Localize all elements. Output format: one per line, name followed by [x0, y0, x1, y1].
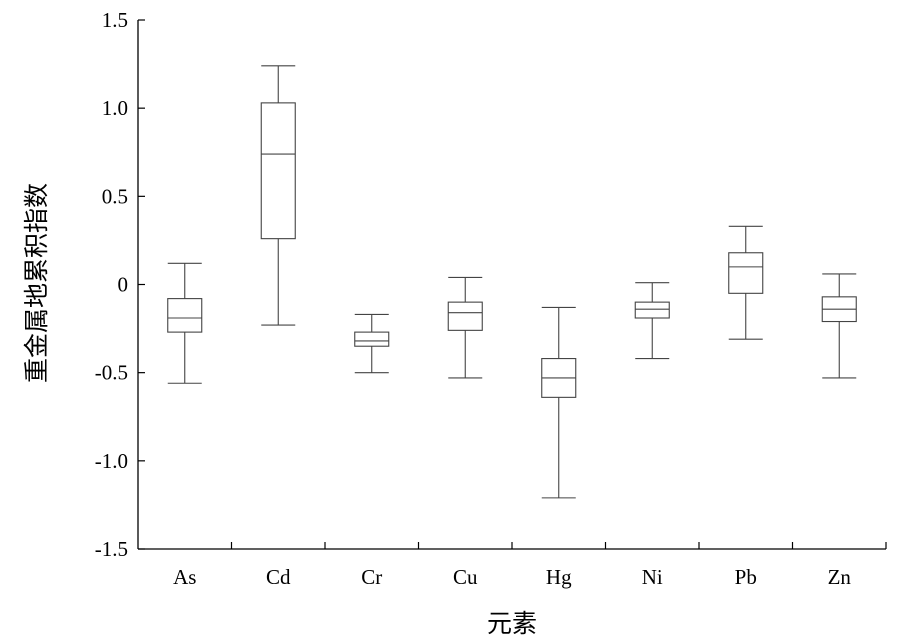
box-zn	[821, 273, 857, 379]
x-tick-label-cr: Cr	[361, 565, 382, 589]
y-tick-label: 1.0	[102, 96, 128, 120]
y-tick-label: 0	[118, 273, 129, 297]
x-tick-label-as: As	[173, 565, 196, 589]
iqr-box	[447, 301, 483, 331]
x-axis: As Cd Cr Cu Hg Ni Pb Zn	[138, 542, 887, 589]
y-axis: 1.5 1.0 0.5 0 -0.5 -1.0 -1.5	[95, 8, 145, 561]
box-cu	[447, 276, 483, 379]
x-tick-label-pb: Pb	[735, 565, 757, 589]
x-tick-label-cd: Cd	[266, 565, 291, 589]
x-tick-label-zn: Zn	[828, 565, 852, 589]
box-pb	[728, 225, 764, 340]
y-tick-label: -1.5	[95, 537, 128, 561]
iqr-box	[260, 102, 296, 240]
iqr-box	[728, 252, 764, 294]
iqr-box	[167, 298, 203, 333]
box-series	[167, 65, 857, 499]
box-ni	[634, 282, 670, 360]
y-tick-label: -0.5	[95, 361, 128, 385]
x-axis-title: 元素	[487, 609, 537, 638]
y-axis-title: 重金属地累积指数	[22, 183, 51, 383]
box-as	[167, 262, 203, 384]
y-tick-label: -1.0	[95, 449, 128, 473]
iqr-box	[634, 301, 670, 319]
box-hg	[541, 306, 577, 499]
x-tick-label-cu: Cu	[453, 565, 478, 589]
y-tick-label: 0.5	[102, 184, 128, 208]
x-tick-label-ni: Ni	[642, 565, 663, 589]
iqr-box	[354, 331, 390, 347]
y-tick-label: 1.5	[102, 8, 128, 32]
x-tick-label-hg: Hg	[546, 565, 572, 589]
box-cr	[354, 313, 390, 374]
box-cd	[260, 65, 296, 326]
